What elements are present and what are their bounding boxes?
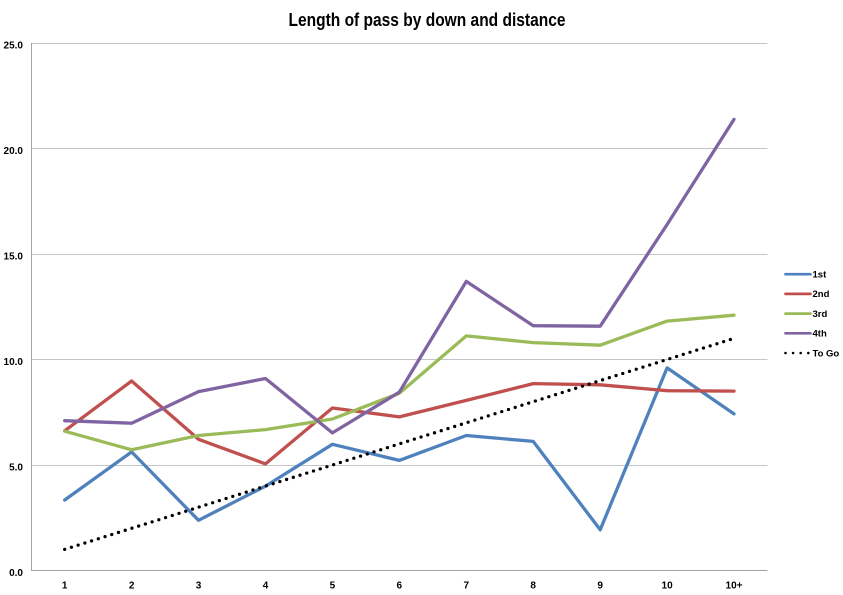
svg-text:1st: 1st <box>813 270 828 281</box>
svg-text:1: 1 <box>62 581 68 592</box>
svg-text:20.0: 20.0 <box>4 146 24 157</box>
svg-text:8: 8 <box>530 581 536 592</box>
svg-text:10.0: 10.0 <box>4 357 24 368</box>
svg-text:25.0: 25.0 <box>4 41 24 52</box>
svg-text:4: 4 <box>263 581 269 592</box>
svg-text:10+: 10+ <box>726 581 743 592</box>
svg-text:6: 6 <box>397 581 403 592</box>
svg-text:2nd: 2nd <box>813 289 830 300</box>
svg-text:4th: 4th <box>813 329 827 340</box>
svg-text:5: 5 <box>330 581 336 592</box>
svg-text:10: 10 <box>662 581 674 592</box>
svg-text:2: 2 <box>129 581 135 592</box>
svg-text:0.0: 0.0 <box>9 568 23 579</box>
svg-text:Length of pass by down and dis: Length of pass by down and distance <box>289 9 566 30</box>
svg-text:9: 9 <box>597 581 603 592</box>
svg-text:15.0: 15.0 <box>4 252 24 263</box>
svg-text:7: 7 <box>464 581 470 592</box>
svg-text:5.0: 5.0 <box>9 463 23 474</box>
svg-text:3: 3 <box>196 581 202 592</box>
svg-text:To Go: To Go <box>813 348 840 359</box>
svg-text:3rd: 3rd <box>813 309 828 320</box>
